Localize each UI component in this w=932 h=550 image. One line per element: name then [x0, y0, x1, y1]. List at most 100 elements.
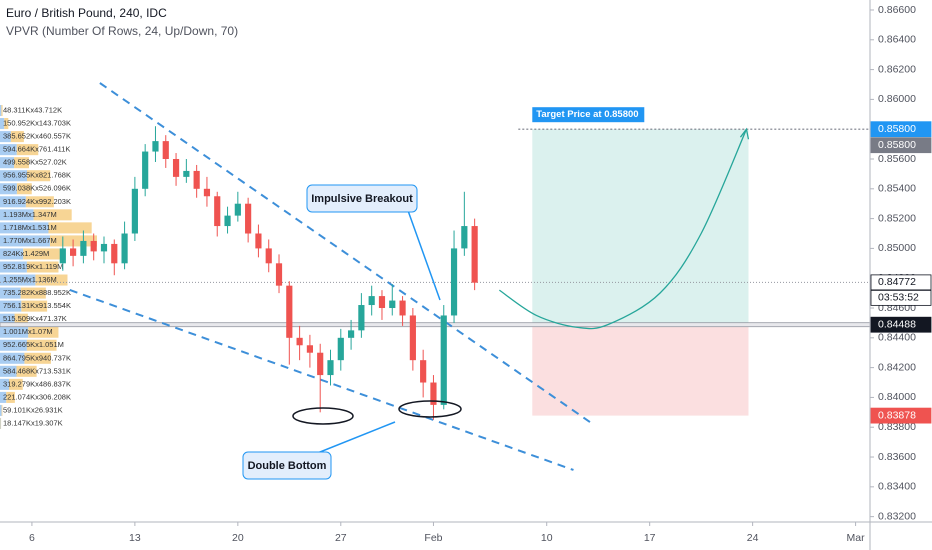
- trendline: [69, 289, 574, 471]
- y-tick-label: 0.84200: [878, 361, 916, 373]
- candle-body: [306, 345, 313, 353]
- candle-body: [471, 226, 478, 283]
- volume-up-bar: [0, 391, 7, 403]
- y-tick-label: 0.86000: [878, 93, 916, 105]
- volume-down-bar: [16, 144, 39, 156]
- volume-label: 584.468Kx713.531K: [3, 366, 71, 375]
- volume-label: 756.131Kx913.554K: [3, 301, 71, 310]
- volume-down-bar: [24, 352, 51, 364]
- x-tick-label: 10: [541, 532, 553, 544]
- candle-body: [265, 248, 272, 264]
- candle-body: [399, 300, 406, 316]
- candle-body: [368, 296, 375, 306]
- axes: 0.86600 0.86400 0.86200 0.86000 0.85800 0.856…: [29, 4, 932, 544]
- volume-up-bar: [0, 274, 36, 286]
- volume-label: 385.652Kx460.557K: [3, 132, 71, 141]
- loss-zone: [532, 324, 749, 416]
- volume-down-bar: [4, 118, 9, 130]
- volume-label: 916.924Kx992.203K: [3, 197, 71, 206]
- volume-label: 1.001Mx1.07M: [3, 327, 53, 336]
- y-tick-label: 0.85000: [878, 242, 916, 254]
- volume-label: 221.074Kx306.208K: [3, 392, 71, 401]
- callout-box: [306, 184, 418, 213]
- volume-label: 824Kx1.429M: [3, 249, 49, 258]
- volume-up-bar: [0, 222, 49, 234]
- volume-up-bar: [0, 404, 2, 416]
- volume-down-bar: [26, 261, 59, 273]
- volume-label: 1.193Mx1.347M: [3, 210, 57, 219]
- candle-body: [317, 352, 324, 376]
- volume-up-bar: [0, 209, 34, 221]
- volume-up-bar: [0, 235, 50, 247]
- projection-path: [498, 128, 748, 330]
- candle-body: [131, 188, 138, 234]
- candle-body: [440, 315, 447, 405]
- volume-up-bar: [0, 196, 26, 208]
- indicator-legend: VPVR (Number Of Rows, 24, Up/Down, 70): [6, 24, 238, 38]
- y-tick-label: 0.86600: [878, 4, 916, 16]
- volume-down-bar: [33, 209, 72, 221]
- candle-body: [420, 360, 427, 383]
- candle-body: [193, 170, 200, 189]
- candle-body: [152, 141, 159, 152]
- volume-up-bar: [0, 144, 17, 156]
- volume-label: 956.955Kx821.768K: [3, 171, 71, 180]
- volume-down-bar: [23, 248, 64, 260]
- callout-box: [242, 451, 332, 480]
- candle-body: [59, 248, 66, 264]
- bottom-marker: [292, 407, 354, 425]
- volume-label: 735.282Kx888.952K: [3, 288, 71, 297]
- volume-down-bar: [16, 183, 32, 195]
- volume-label: 18.147Kx19.307K: [3, 418, 63, 427]
- candle-body: [348, 330, 355, 338]
- volume-up-bar: [0, 287, 21, 299]
- volume-down-bar: [1, 404, 3, 416]
- price-tag-label: 0.85800: [878, 139, 916, 151]
- price-tag: [870, 121, 932, 138]
- y-tick-label: 0.83600: [878, 451, 916, 463]
- candle-body: [70, 248, 77, 256]
- candle-body: [430, 382, 437, 405]
- x-tick-label: 6: [29, 532, 35, 544]
- target-label-box: [532, 107, 645, 123]
- volume-label: 150.952Kx143.703K: [3, 119, 71, 128]
- volume-up-bar: [0, 118, 5, 130]
- volume-down-bar: [9, 378, 23, 390]
- volume-up-bar: [0, 326, 29, 338]
- volume-down-bar: [6, 391, 15, 403]
- projection-arrow: [739, 127, 750, 140]
- annotation: Impulsive Breakout: [311, 193, 413, 205]
- volume-up-bar: [0, 157, 15, 169]
- volume-label: 59.101Kx26.931K: [3, 405, 63, 414]
- candle-body: [450, 248, 458, 316]
- candle-body: [389, 300, 396, 309]
- volume-up-bar: [0, 417, 1, 429]
- price-tag: [870, 316, 932, 333]
- candle-body: [461, 226, 468, 249]
- volume-up-bar: [0, 339, 27, 351]
- volume-down-bar: [16, 365, 37, 377]
- y-tick-label: 0.83400: [878, 481, 916, 493]
- countdown: 03:53:52: [878, 292, 919, 304]
- plot: 48.311Kx43.712K 150.952Kx143.703K 385.652K…: [0, 82, 871, 471]
- volume-down-bar: [10, 131, 24, 143]
- x-tick-label: 13: [129, 532, 141, 544]
- candle-body: [90, 240, 97, 252]
- volume-down-bar: [27, 170, 51, 182]
- volume-down-bar: [25, 196, 54, 208]
- y-tick-label: 0.83800: [878, 421, 916, 433]
- volume-down-bar: [14, 157, 29, 169]
- volume-down-bar: [26, 339, 57, 351]
- price-tag: [870, 407, 932, 424]
- candle-body: [162, 141, 169, 159]
- candle-body: [142, 151, 149, 189]
- x-tick-label: 17: [644, 532, 656, 544]
- entry-band: [0, 322, 871, 328]
- volume-up-bar: [0, 352, 25, 364]
- y-tick-label: 0.86200: [878, 63, 916, 75]
- volume-label: 1.770Mx1.667M: [3, 236, 57, 245]
- x-tick-label: 20: [232, 532, 244, 544]
- volume-down-bar: [1, 105, 3, 117]
- annotation: Double Bottom: [248, 460, 327, 472]
